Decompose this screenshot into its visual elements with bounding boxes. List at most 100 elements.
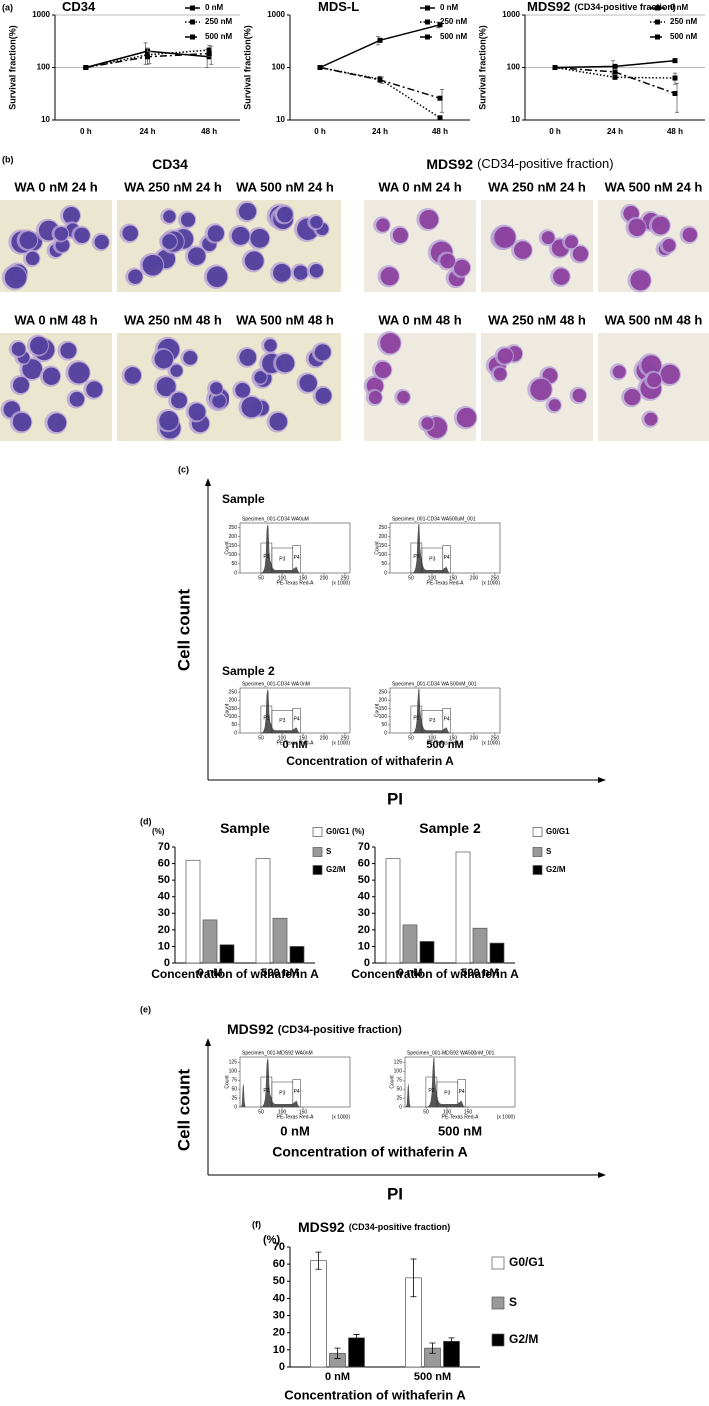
group-title-sub: (CD34-positive fraction) bbox=[477, 156, 614, 171]
cell-nucleus bbox=[530, 378, 552, 401]
x-tick-label: 150 bbox=[449, 575, 458, 581]
y-tick-label: 125 bbox=[229, 1060, 238, 1066]
legend-label: 500 nM bbox=[670, 32, 697, 41]
x-tick-label: 100 bbox=[278, 735, 287, 741]
legend-label: S bbox=[509, 1295, 517, 1309]
y-tick-label: 30 bbox=[358, 907, 370, 919]
panel-label: (e) bbox=[140, 1004, 151, 1014]
bar bbox=[289, 946, 305, 964]
cell-nucleus bbox=[86, 381, 103, 398]
bar bbox=[472, 927, 488, 964]
gate-label: P3 bbox=[279, 1091, 285, 1097]
cell-nucleus bbox=[25, 251, 40, 266]
x-tick-label: 200 bbox=[470, 735, 479, 741]
y-axis-label: Survival fraction(%) bbox=[477, 25, 487, 110]
histogram bbox=[390, 688, 500, 733]
row-label: Sample 2 bbox=[222, 664, 275, 678]
legend-label: G2/M bbox=[546, 865, 566, 874]
gate-label: P2 bbox=[263, 715, 269, 721]
cell-nucleus bbox=[419, 209, 439, 230]
x-tick-label: 500 nM bbox=[461, 967, 498, 979]
cell-nucleus bbox=[22, 359, 43, 380]
cell-nucleus bbox=[207, 225, 225, 242]
cell-nucleus bbox=[641, 355, 662, 376]
x-axis-label: Concentration of withaferin A bbox=[286, 754, 454, 768]
x-tick-label: 150 bbox=[299, 575, 308, 581]
panel-label: (b) bbox=[2, 154, 14, 164]
series-line bbox=[319, 24, 441, 69]
legend-swatch bbox=[491, 1333, 505, 1347]
x-tick-label: 100 bbox=[278, 1109, 287, 1115]
y-axis-label: Cell count bbox=[174, 1069, 193, 1152]
x-tick-label: 250 bbox=[341, 735, 350, 741]
gate-label: P3 bbox=[429, 557, 435, 563]
bar bbox=[348, 1337, 365, 1368]
gate-label: P2 bbox=[263, 1088, 269, 1094]
x-tick-label: 100 bbox=[428, 735, 437, 741]
cell-nucleus bbox=[314, 344, 331, 361]
cell-nucleus bbox=[124, 367, 142, 384]
gate-label: P3 bbox=[429, 718, 435, 724]
plot-frame bbox=[404, 1056, 516, 1108]
y-tick-label: 0 bbox=[234, 1104, 237, 1110]
cell-nucleus bbox=[293, 265, 308, 280]
error-bar bbox=[675, 82, 679, 113]
cell-nucleus bbox=[170, 364, 183, 377]
x-tick-label: 50 bbox=[423, 1109, 429, 1115]
cell-nucleus bbox=[440, 253, 456, 269]
y-tick-label: 100 bbox=[394, 1069, 403, 1075]
plot-y-label: Count bbox=[374, 703, 380, 717]
x-tick-label: 200 bbox=[470, 575, 479, 581]
histogram bbox=[390, 524, 500, 573]
marker bbox=[206, 47, 212, 53]
row-label: Sample bbox=[222, 492, 265, 506]
cell-nucleus bbox=[74, 227, 90, 244]
y-tick-label: 50 bbox=[396, 1086, 402, 1092]
cell-nucleus bbox=[497, 348, 513, 364]
image-label: WA 500 nM 24 h bbox=[236, 179, 334, 194]
y-tick-label: 0 bbox=[364, 957, 370, 969]
marker bbox=[612, 63, 618, 69]
panel-title-main: MDS92 bbox=[227, 1021, 274, 1037]
cell-nucleus bbox=[250, 228, 270, 248]
y-tick-label: 0 bbox=[279, 1361, 285, 1373]
histogram bbox=[240, 1058, 350, 1107]
x-axis-label: Concentration of withaferin A bbox=[151, 967, 319, 981]
x-tick-label: 0 h bbox=[314, 127, 326, 136]
cell-nucleus bbox=[514, 241, 532, 259]
plot-x-unit: (x 1000) bbox=[482, 580, 501, 586]
y-tick-label: 0 bbox=[384, 730, 387, 736]
cell-nucleus bbox=[276, 354, 295, 373]
series-line bbox=[319, 66, 441, 99]
cell-nucleus bbox=[682, 227, 698, 243]
y-tick-label: 10 bbox=[276, 115, 285, 124]
x-tick-label: 500 nM bbox=[261, 967, 298, 979]
y-tick-label: 100 bbox=[229, 714, 238, 720]
y-tick-label: 70 bbox=[158, 841, 170, 853]
panel-label: (a) bbox=[2, 2, 13, 12]
y-tick-label: 200 bbox=[379, 534, 388, 540]
y-tick-label: 0 bbox=[399, 1104, 402, 1110]
plot-x-label: PE-Texas Red-A bbox=[277, 580, 315, 586]
x-tick-label: 150 bbox=[299, 1109, 308, 1115]
y-axis-label: Survival fraction(%) bbox=[7, 25, 17, 110]
y-tick-label: 150 bbox=[229, 543, 238, 549]
cell-nucleus bbox=[541, 231, 555, 245]
cell-nucleus bbox=[651, 216, 670, 235]
y-tick-label: 70 bbox=[273, 1241, 285, 1253]
y-axis-label: Cell count bbox=[174, 589, 193, 672]
y-tick-label: 50 bbox=[158, 874, 170, 886]
legend-marker bbox=[655, 34, 660, 40]
cell-nucleus bbox=[212, 394, 226, 408]
group-title-main: MDS92 bbox=[426, 156, 473, 172]
legend-label: G0/G1 bbox=[326, 827, 350, 836]
bar bbox=[255, 858, 271, 964]
plot-x-label: PE-Texas Red-A bbox=[277, 1114, 315, 1120]
cell-nucleus bbox=[548, 399, 561, 412]
legend-label: 500 nM bbox=[205, 32, 232, 41]
x-tick-label: 48 h bbox=[667, 127, 683, 136]
legend-swatch bbox=[312, 865, 323, 875]
x-tick-label: 24 h bbox=[139, 127, 155, 136]
cell-nucleus bbox=[453, 259, 471, 276]
